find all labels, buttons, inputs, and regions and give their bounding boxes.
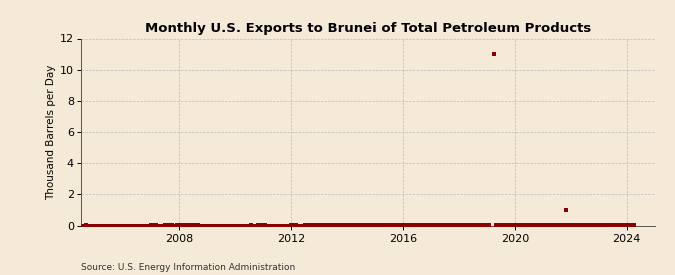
Y-axis label: Thousand Barrels per Day: Thousand Barrels per Day bbox=[46, 64, 56, 200]
Text: Source: U.S. Energy Information Administration: Source: U.S. Energy Information Administ… bbox=[81, 263, 295, 272]
Title: Monthly U.S. Exports to Brunei of Total Petroleum Products: Monthly U.S. Exports to Brunei of Total … bbox=[144, 21, 591, 35]
